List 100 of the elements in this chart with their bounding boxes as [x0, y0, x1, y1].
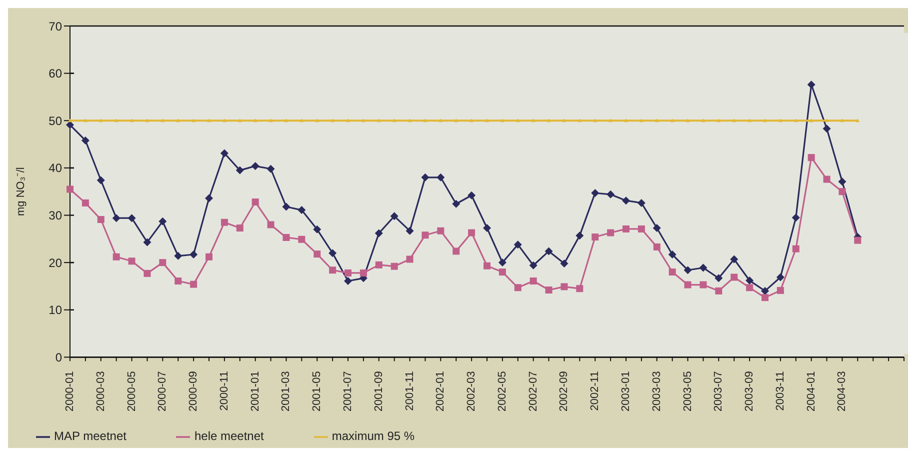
point [732, 118, 736, 122]
point [699, 264, 708, 272]
point [128, 214, 136, 222]
point [392, 118, 396, 122]
point [761, 286, 769, 295]
point [282, 234, 290, 241]
point [824, 118, 829, 122]
point [251, 162, 260, 170]
x-tick-label: 2002-05 [496, 371, 508, 412]
point [236, 166, 244, 174]
point [437, 227, 444, 234]
point [485, 118, 489, 122]
point [622, 225, 630, 232]
point [96, 176, 105, 184]
x-tick-label: 2003-03 [650, 371, 663, 412]
point [176, 118, 180, 122]
point [638, 225, 645, 232]
point [762, 294, 768, 302]
point [684, 266, 692, 274]
point [560, 260, 568, 268]
point [328, 249, 337, 258]
point [776, 286, 784, 294]
point [792, 214, 800, 222]
point [746, 276, 754, 285]
point [238, 118, 242, 122]
point [205, 194, 213, 202]
point [530, 278, 537, 284]
point [266, 164, 275, 173]
point [314, 250, 321, 258]
point [483, 224, 491, 232]
point [145, 118, 150, 122]
point [778, 118, 782, 122]
point [390, 262, 398, 270]
point [468, 191, 476, 200]
point [794, 118, 798, 122]
point [498, 258, 506, 267]
point [174, 252, 182, 260]
point [190, 250, 198, 259]
y-tick-label: 0 [55, 350, 62, 364]
point [748, 118, 752, 122]
point [808, 154, 815, 162]
x-tick-label: 2000-05 [126, 371, 138, 412]
point [622, 196, 630, 205]
point [807, 80, 816, 89]
point [298, 236, 306, 243]
point [406, 226, 414, 235]
point [578, 118, 582, 122]
point [700, 281, 707, 288]
point [144, 270, 151, 277]
point [159, 259, 166, 266]
point [130, 118, 134, 122]
x-tick-label: 2003-11 [774, 371, 786, 411]
point [422, 232, 429, 239]
point [112, 253, 120, 260]
point [282, 202, 290, 211]
point [546, 118, 551, 122]
y-tick-label: 70 [48, 19, 62, 34]
point [268, 118, 273, 122]
point [112, 214, 120, 222]
point [207, 118, 211, 122]
point [593, 118, 598, 122]
x-tick-label: 2000-07 [156, 371, 169, 412]
point [701, 118, 706, 122]
x-tick-label: 2002-09 [558, 371, 570, 412]
point [576, 285, 584, 292]
point [300, 118, 304, 122]
point [639, 118, 644, 122]
point [531, 118, 536, 122]
point [653, 243, 660, 250]
point [236, 224, 244, 232]
x-tick-label: 2002-07 [527, 371, 540, 412]
x-tick-label: 2001-01 [249, 371, 262, 412]
x-tick-label: 2002-01 [434, 371, 447, 412]
y-tick-label: 40 [48, 161, 62, 176]
point [637, 198, 646, 207]
point [746, 284, 754, 292]
point [298, 206, 306, 214]
y-tick-label: 60 [48, 66, 62, 81]
point [606, 190, 615, 198]
point [375, 261, 382, 268]
legend-label: hele meetnet [194, 429, 264, 444]
x-tick-label: 2001-03 [280, 371, 292, 412]
point [592, 234, 599, 241]
point [500, 118, 504, 122]
point [607, 229, 614, 236]
point [470, 118, 474, 122]
point [730, 274, 738, 281]
point [792, 245, 800, 252]
point [452, 200, 460, 208]
point [562, 118, 566, 122]
x-tick-label: 2004-01 [805, 371, 818, 412]
point [252, 198, 259, 206]
point [81, 136, 90, 144]
y-tick-label: 10 [48, 303, 62, 318]
point [143, 238, 152, 246]
point [823, 176, 830, 183]
point [452, 248, 460, 255]
point [763, 118, 767, 122]
point [361, 118, 366, 122]
point [114, 118, 118, 122]
